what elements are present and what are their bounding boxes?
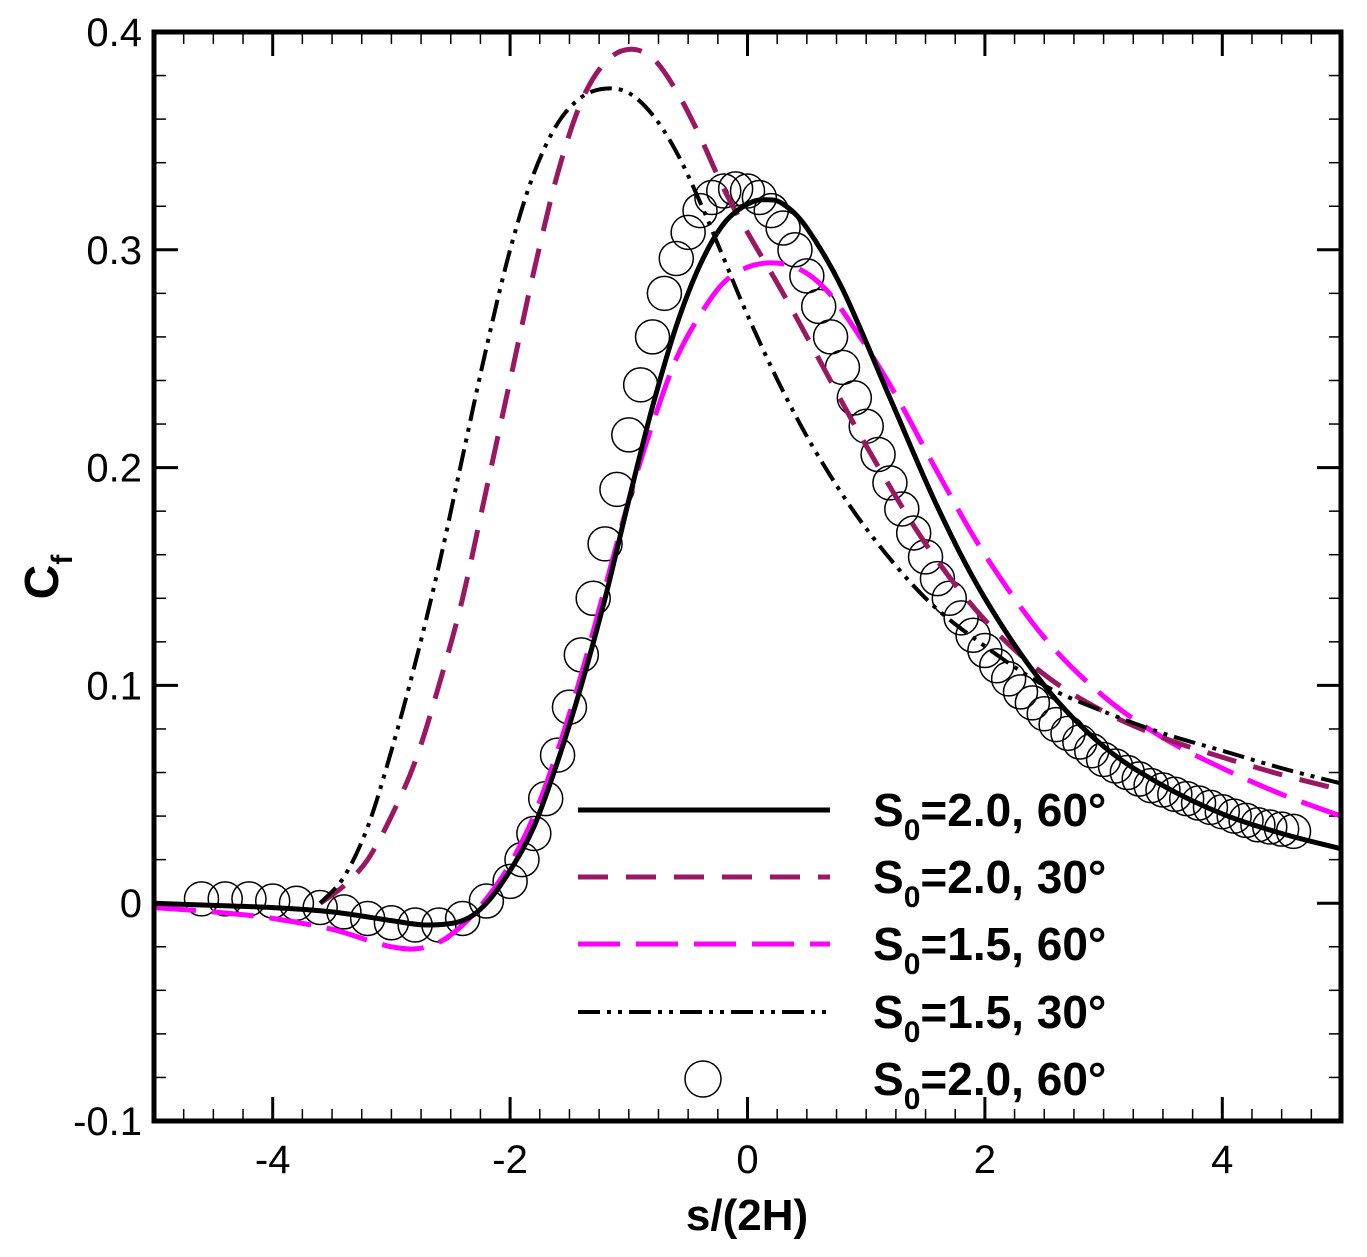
legend-item: S0=1.5, 60° bbox=[578, 918, 1106, 981]
data-point-marker bbox=[765, 210, 801, 246]
data-point-marker bbox=[884, 491, 920, 527]
data-point-marker bbox=[575, 580, 611, 617]
x-tick-label: 4 bbox=[1211, 1138, 1233, 1182]
data-point-marker bbox=[872, 465, 908, 501]
legend-label-main: S bbox=[873, 851, 904, 903]
legend-label-rest: =1.5, 30° bbox=[920, 986, 1106, 1038]
data-point-marker bbox=[492, 863, 528, 900]
legend-label: S0=2.0, 60° bbox=[873, 1053, 1106, 1116]
legend: S0=2.0, 60°S0=2.0, 30°S0=1.5, 60°S0=1.5,… bbox=[578, 784, 1106, 1116]
data-point-marker bbox=[895, 515, 932, 551]
data-point-marker bbox=[1240, 807, 1276, 843]
data-point-marker bbox=[729, 173, 766, 209]
data-point-marker bbox=[634, 319, 671, 355]
data-point-marker bbox=[812, 319, 849, 355]
series-layer bbox=[154, 46, 1341, 952]
data-point-marker bbox=[1038, 706, 1074, 743]
x-axis-title: s/(2H) bbox=[686, 1191, 808, 1240]
tick-labels: -4 -2 0 2 4 -0.1 0 0.1 0.2 0.3 0.4 bbox=[73, 11, 1233, 1182]
legend-label-sub: 0 bbox=[904, 1016, 921, 1049]
data-point-marker bbox=[670, 214, 706, 251]
legend-label-sub: 0 bbox=[904, 1083, 921, 1116]
data-point-marker bbox=[587, 526, 623, 562]
data-point-marker bbox=[955, 617, 991, 654]
data-point-marker bbox=[706, 173, 742, 209]
data-point-marker bbox=[800, 288, 837, 325]
data-point-marker bbox=[646, 275, 683, 312]
data-point-marker bbox=[777, 232, 813, 268]
legend-label: S0=1.5, 30° bbox=[873, 986, 1106, 1049]
legend-item: S0=2.0, 60° bbox=[578, 784, 1106, 847]
series-line bbox=[154, 260, 1341, 952]
y-axis-title-main: C bbox=[16, 565, 69, 600]
y-axis-title: Cf bbox=[16, 554, 79, 600]
data-point-marker bbox=[1002, 674, 1039, 710]
legend-label-sub: 0 bbox=[904, 948, 921, 981]
data-point-marker bbox=[444, 900, 481, 937]
legend-label: S0=2.0, 60° bbox=[873, 784, 1106, 847]
series-line bbox=[154, 197, 1341, 928]
data-point-marker bbox=[1026, 695, 1062, 732]
series-line bbox=[318, 46, 1341, 906]
data-point-marker bbox=[183, 881, 220, 917]
series-markers bbox=[183, 171, 1312, 943]
legend-label-main: S bbox=[873, 918, 904, 970]
data-point-marker bbox=[979, 648, 1015, 684]
x-tick-label: 0 bbox=[736, 1138, 758, 1182]
legend-label-main: S bbox=[873, 986, 904, 1038]
y-tick-label: 0 bbox=[120, 882, 142, 926]
legend-swatch-marker bbox=[684, 1060, 722, 1098]
legend-item: S0=1.5, 30° bbox=[578, 986, 1106, 1049]
data-point-marker bbox=[207, 881, 243, 917]
legend-label: S0=1.5, 60° bbox=[873, 918, 1106, 981]
legend-label-sub: 0 bbox=[904, 881, 921, 914]
data-point-marker bbox=[741, 179, 778, 216]
y-tick-label: 0.2 bbox=[86, 447, 142, 491]
data-point-marker bbox=[789, 258, 825, 294]
data-point-marker bbox=[468, 883, 505, 919]
data-point-marker bbox=[539, 737, 576, 773]
y-axis-title-sub: f bbox=[46, 554, 79, 565]
svg-text:Cf: Cf bbox=[16, 554, 79, 600]
legend-label-sub: 0 bbox=[904, 814, 921, 847]
x-tick-label: -4 bbox=[255, 1138, 291, 1182]
y-tick-label: 0.4 bbox=[86, 11, 142, 55]
data-point-marker bbox=[658, 240, 695, 277]
data-point-marker bbox=[943, 600, 979, 636]
legend-label-main: S bbox=[873, 1053, 904, 1105]
x-tick-label: 2 bbox=[974, 1138, 996, 1182]
legend-label-rest: =2.0, 60° bbox=[920, 1053, 1106, 1105]
plot-frame bbox=[151, 29, 1344, 1124]
data-point-marker bbox=[1014, 685, 1051, 721]
legend-label-main: S bbox=[873, 784, 904, 836]
y-tick-label: 0.3 bbox=[86, 229, 142, 273]
major-ticks bbox=[154, 30, 1341, 1123]
legend-label: S0=2.0, 30° bbox=[873, 851, 1106, 914]
data-point-marker bbox=[682, 192, 718, 229]
y-tick-label: -0.1 bbox=[73, 1100, 142, 1144]
data-point-marker bbox=[931, 580, 968, 617]
y-tick-label: 0.1 bbox=[86, 664, 142, 708]
data-point-marker bbox=[717, 171, 754, 207]
legend-item: S0=2.0, 60° bbox=[684, 1053, 1106, 1116]
legend-item: S0=2.0, 30° bbox=[578, 851, 1106, 914]
legend-label-rest: =1.5, 60° bbox=[920, 918, 1106, 970]
data-point-marker bbox=[516, 815, 552, 852]
data-point-marker bbox=[967, 632, 1003, 669]
x-tick-label: -2 bbox=[492, 1138, 528, 1182]
data-point-marker bbox=[919, 560, 956, 597]
legend-label-rest: =2.0, 60° bbox=[920, 784, 1106, 836]
legend-label-rest: =2.0, 30° bbox=[920, 851, 1106, 903]
